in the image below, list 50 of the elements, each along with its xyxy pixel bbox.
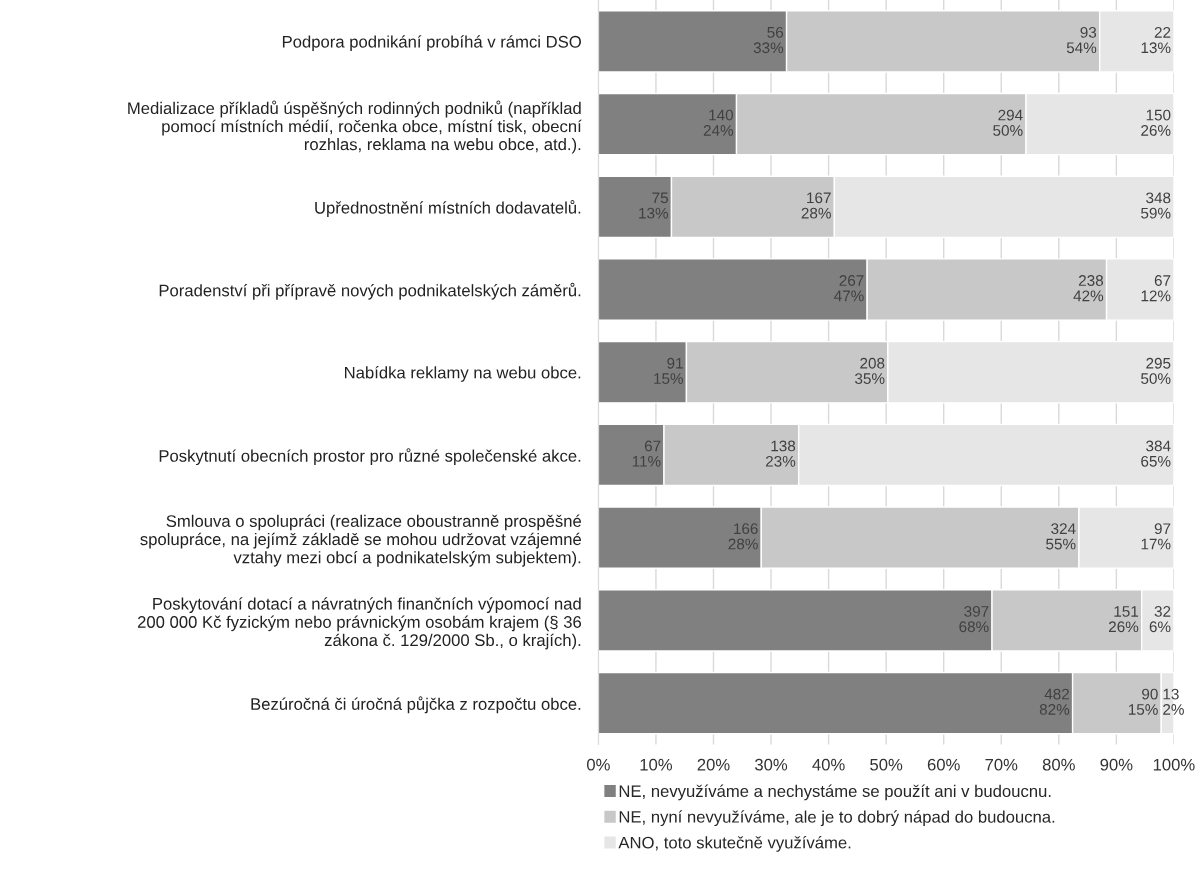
data-label: 397 68% bbox=[959, 605, 989, 633]
legend-label: NE, nevyužíváme a nechystáme se použít ani v budoucnu. bbox=[619, 784, 1051, 801]
y-tick-label: Poskytování dotací a návratných finančních výpomocí nad 200 000 Kč fyzickým nebo právnickým osobám krajem (§ 36 zákona č. 129/2000 Sb., o krajích). bbox=[137, 597, 582, 650]
data-label: 384 65% bbox=[1141, 440, 1171, 467]
data-label: 166 28% bbox=[728, 523, 758, 550]
x-tick-label: 80% bbox=[1042, 758, 1075, 771]
y-tick-label: Bezúročná či úročná půjčka z rozpočtu obce. bbox=[251, 696, 581, 714]
y-tick-label: Nabídka reklamy na webu obce. bbox=[345, 366, 581, 382]
data-label: 93 54% bbox=[1066, 26, 1097, 54]
data-label: 151 26% bbox=[1108, 606, 1139, 633]
data-label: 56 33% bbox=[753, 26, 784, 54]
y-tick-label: Poradenství při přípravě nových podnikatelských záměrů. bbox=[159, 282, 581, 300]
data-label: 208 35% bbox=[855, 357, 885, 384]
data-label: 267 47% bbox=[834, 275, 864, 302]
data-label: 295 50% bbox=[1141, 357, 1171, 384]
data-label: 138 23% bbox=[765, 440, 796, 467]
y-tick-label: Poskytnutí obecních prostor pro různé společenské akce. bbox=[159, 448, 581, 466]
data-label: 91 15% bbox=[654, 357, 684, 384]
x-tick-label: 0% bbox=[586, 758, 610, 771]
x-tick-label: 10% bbox=[640, 758, 673, 771]
x-tick-label: 20% bbox=[697, 758, 730, 771]
x-tick-label: 50% bbox=[870, 758, 903, 771]
y-tick-label: Medializace příkladů úspěšných rodinných podniků (například pomocí místních médií, ročenka obce, místní tisk, obecní rozhlas, reklama na webu obce, atd.). bbox=[128, 100, 582, 154]
data-label: 90 15% bbox=[1128, 688, 1158, 715]
data-label: 67 11% bbox=[632, 440, 661, 467]
x-tick-label: 40% bbox=[812, 758, 845, 771]
x-tick-label: 90% bbox=[1100, 758, 1133, 771]
legend-label: NE, nyní nevyužíváme, ale je to dobrý nápad do budoucna. bbox=[619, 810, 1055, 827]
data-label: 348 59% bbox=[1141, 192, 1171, 219]
data-label: 324 55% bbox=[1046, 523, 1076, 550]
legend-label: ANO, toto skutečně využíváme. bbox=[618, 836, 851, 852]
data-label: 482 82% bbox=[1039, 688, 1070, 715]
x-tick-label: 100% bbox=[1153, 758, 1195, 771]
x-tick-label: 30% bbox=[755, 758, 788, 771]
x-tick-label: 70% bbox=[985, 758, 1018, 771]
data-label: 167 28% bbox=[801, 192, 831, 219]
data-label: 13 2% bbox=[1163, 688, 1184, 715]
x-tick-label: 60% bbox=[927, 758, 960, 771]
y-tick-label: Upřednostnění místních dodavatelů. bbox=[315, 200, 581, 217]
data-label: 294 50% bbox=[993, 109, 1023, 136]
data-label: 150 26% bbox=[1141, 109, 1171, 136]
data-label: 22 13% bbox=[1141, 26, 1171, 54]
data-label: 32 6% bbox=[1149, 605, 1171, 633]
data-label: 75 13% bbox=[639, 192, 669, 219]
y-tick-label: Smlouva o spolupráci (realizace oboustranně prospěšné spolupráce, na jejímž základě se mohou udržovat vzájemné vztahy mezi obcí a podnikatelským subjektem). bbox=[140, 514, 582, 567]
y-tick-label: Podpora podnikání probíhá v rámci DSO bbox=[282, 35, 581, 51]
data-label: 97 17% bbox=[1141, 523, 1171, 550]
data-label: 140 24% bbox=[703, 109, 734, 136]
data-label: 67 12% bbox=[1141, 275, 1171, 302]
data-label: 238 42% bbox=[1073, 275, 1104, 302]
